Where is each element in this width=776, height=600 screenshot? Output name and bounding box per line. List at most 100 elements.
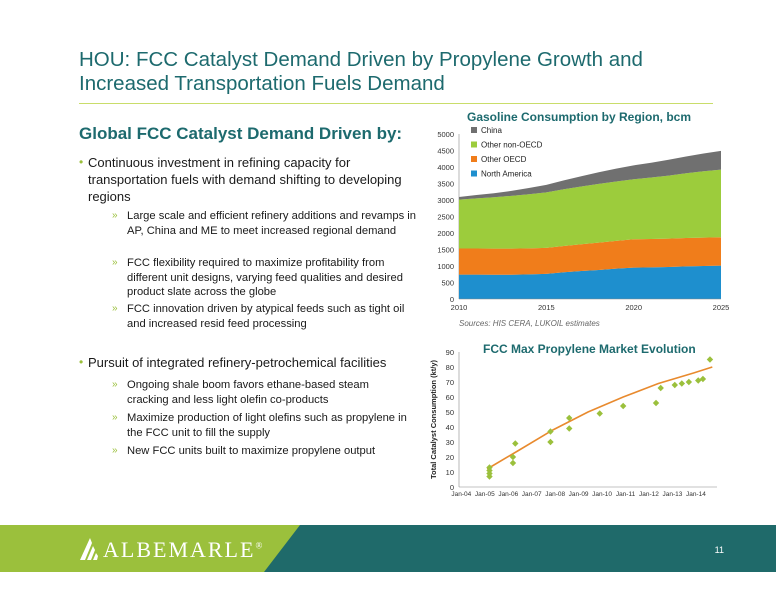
y-tick-label: 60 [446, 393, 454, 402]
legend-swatch [471, 141, 477, 148]
x-tick-label: Jan-09 [569, 491, 589, 498]
scatter-chart-title: FCC Max Propylene Market Evolution [483, 342, 696, 356]
company-logo-text: ALBEMARLE® [103, 537, 265, 562]
sub-marker: » [112, 412, 118, 423]
y-tick-label: 20 [446, 453, 454, 462]
y-tick-label: 30 [446, 438, 454, 447]
sub-marker: » [112, 379, 118, 390]
legend-entry: North America [481, 170, 532, 179]
sub-bullet-text: Maximize production of light olefins suc… [127, 412, 407, 439]
sub-bullet-2-3: » New FCC units built to maximize propyl… [112, 444, 412, 459]
x-tick-label: Jan-13 [662, 491, 682, 498]
scatter-point [596, 410, 603, 417]
y-tick-label: 3000 [437, 196, 454, 205]
footer-band: ALBEMARLE® 11 [0, 525, 776, 572]
scatter-point [678, 380, 686, 387]
source-note: Sources: HIS CERA, LUKOIL estimates [459, 319, 600, 328]
y-tick-label: 0 [450, 483, 454, 492]
sub-bullet-1-1: » Large scale and efficient refinery add… [112, 209, 419, 238]
scatter-point [547, 428, 554, 435]
bullet-marker: • [79, 155, 84, 169]
area-chart-title: Gasoline Consumption by Region, bcm [467, 110, 692, 124]
y-tick-label: 1500 [437, 246, 454, 255]
x-tick-label: 2025 [713, 303, 730, 312]
y-tick-label: 90 [446, 348, 454, 357]
y-tick-label: 4500 [437, 147, 454, 156]
scatter-point [699, 375, 707, 383]
bullet-marker: • [79, 355, 84, 369]
y-tick-label: 70 [446, 378, 454, 387]
x-tick-label: Jan-06 [498, 491, 518, 498]
bullet-2: • Pursuit of integrated refinery-petroch… [79, 354, 424, 371]
page-number: 11 [714, 545, 724, 555]
scatter-point [512, 440, 519, 447]
section-heading: Global FCC Catalyst Demand Driven by: [79, 124, 403, 143]
sub-bullet-2-2: » Maximize production of light olefins s… [112, 411, 412, 440]
x-tick-label: Jan-12 [639, 491, 659, 498]
scatter-point [547, 438, 554, 446]
bullet-2-text: Pursuit of integrated refinery-petrochem… [88, 355, 387, 370]
sub-bullet-text: Large scale and efficient refinery addit… [127, 210, 416, 237]
y-tick-label: 2500 [437, 213, 454, 222]
y-tick-label: 80 [446, 363, 454, 372]
x-tick-label: Jan-10 [592, 491, 612, 498]
scatter-point [652, 399, 660, 407]
legend-entry: Other non-OECD [481, 141, 543, 150]
area-series-other-oecd [459, 237, 721, 275]
legend-swatch [471, 170, 477, 177]
y-tick-label: 3500 [437, 180, 454, 189]
trend-line [486, 366, 713, 470]
sub-marker: » [112, 445, 118, 456]
x-tick-label: Jan-14 [686, 491, 706, 498]
sub-marker: » [112, 257, 118, 268]
y-tick-label: 2000 [437, 229, 454, 238]
scatter-point [566, 425, 573, 432]
y-tick-label: 0 [450, 295, 454, 304]
legend-entry: China [481, 126, 502, 135]
sub-bullet-1-3: » FCC innovation driven by atypical feed… [112, 302, 419, 331]
y-tick-label: 1000 [437, 262, 454, 271]
x-tick-label: Jan-07 [522, 491, 542, 498]
y-axis-label: Total Catalyst Consumption (kt/y) [429, 359, 438, 479]
slide-title: HOU: FCC Catalyst Demand Driven by Propy… [79, 48, 643, 95]
propylene-scatter-chart: 0 10 20 30 40 50 60 70 80 90 Jan-04 Jan-05 Jan-06 Jan… [429, 348, 717, 498]
y-tick-label: 40 [446, 423, 454, 432]
sub-bullet-text: New FCC units built to maximize propylen… [127, 445, 376, 457]
bullet-1: • Continuous investment in refining capa… [79, 154, 424, 205]
sub-bullet-text: Ongoing shale boom favors ethane-based s… [127, 379, 369, 406]
sub-marker: » [112, 303, 118, 314]
sub-marker: » [112, 210, 118, 221]
x-tick-label: 2015 [538, 303, 555, 312]
scatter-point [685, 378, 693, 386]
area-series-other-non-oecd [459, 169, 721, 249]
albemarle-leaf-icon [80, 538, 98, 560]
scatter-point [619, 402, 627, 410]
logo-panel: ALBEMARLE® [0, 525, 300, 572]
legend-swatch [471, 127, 477, 133]
x-tick-label: Jan-04 [451, 491, 471, 498]
y-tick-label: 10 [446, 468, 454, 477]
gasoline-area-chart: 0 500 1000 1500 2000 2500 3000 3500 4000 4500 5000… [437, 126, 730, 312]
title-divider [79, 103, 713, 104]
x-tick-label: Jan-11 [616, 491, 636, 498]
scatter-point [509, 459, 517, 467]
legend-entry: Other OECD [481, 155, 527, 164]
sub-bullet-2-1: » Ongoing shale boom favors ethane-based… [112, 378, 412, 407]
y-tick-label: 5000 [437, 130, 454, 139]
sub-bullet-text: FCC innovation driven by atypical feeds … [127, 303, 405, 330]
scatter-point [486, 464, 493, 471]
y-tick-label: 4000 [437, 163, 454, 172]
area-series-china [459, 150, 721, 200]
bullet-1-text: Continuous investment in refining capaci… [88, 155, 402, 204]
x-tick-label: 2010 [451, 303, 468, 312]
x-tick-label: Jan-05 [475, 491, 495, 498]
scatter-point [657, 384, 664, 392]
scatter-point [706, 356, 714, 363]
legend-swatch [471, 156, 477, 162]
area-series-north-america [459, 265, 721, 299]
scatter-point [671, 381, 678, 389]
sub-bullet-text: FCC flexibility required to maximize pro… [127, 257, 403, 298]
x-tick-label: Jan-08 [545, 491, 565, 498]
x-tick-label: 2020 [625, 303, 642, 312]
y-tick-label: 500 [441, 279, 454, 288]
